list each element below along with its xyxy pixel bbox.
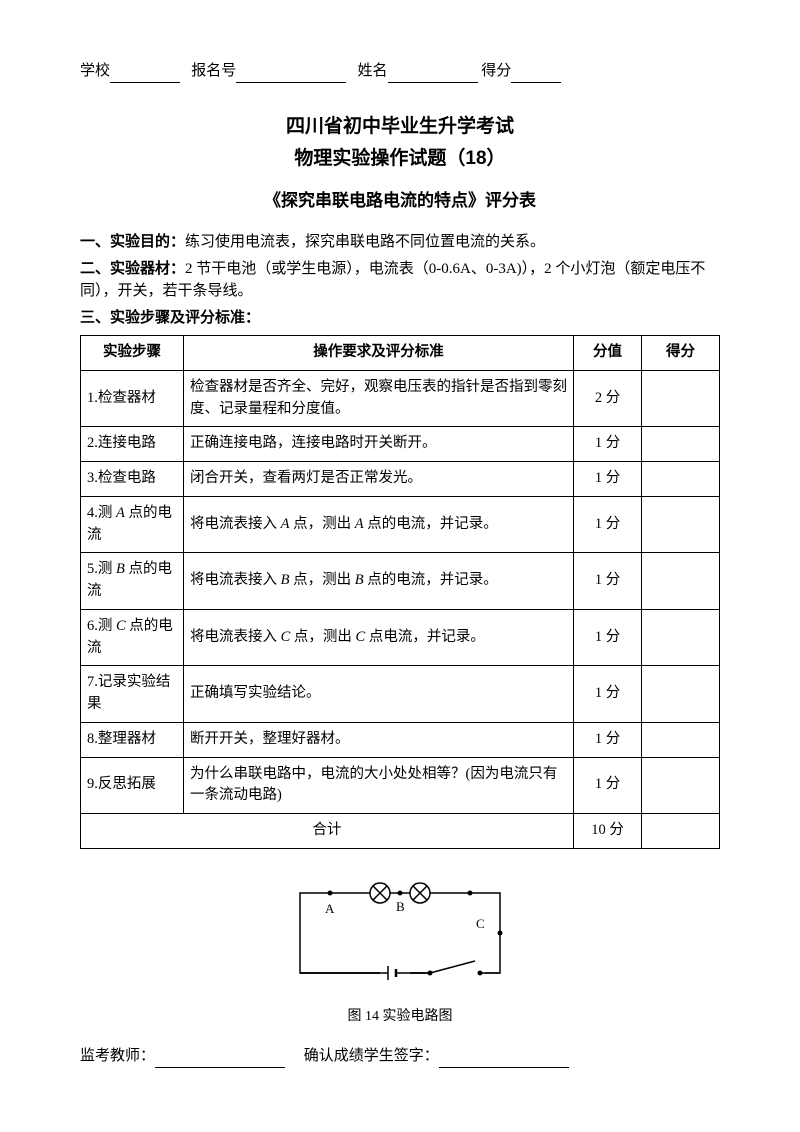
cell-desc: 正确填写实验结论。 <box>184 666 574 723</box>
cell-pts: 1 分 <box>574 609 642 666</box>
circuit-label-a: A <box>325 901 335 916</box>
footer-signatures: 监考教师： 确认成绩学生签字： <box>80 1045 720 1068</box>
cell-desc: 将电流表接入 C 点，测出 C 点电流，并记录。 <box>184 609 574 666</box>
cell-desc: 将电流表接入 B 点，测出 B 点的电流，并记录。 <box>184 553 574 610</box>
label-school: 学校 <box>80 63 110 79</box>
cell-pts: 1 分 <box>574 496 642 553</box>
sec1-label: 一、实验目的： <box>80 233 185 250</box>
cell-total-label: 合计 <box>81 814 574 849</box>
table-row: 7.记录实验结果正确填写实验结论。1 分 <box>81 666 720 723</box>
label-confirm: 确认成绩学生签字： <box>304 1048 439 1064</box>
th-step: 实验步骤 <box>81 336 184 371</box>
cell-total-pts: 10 分 <box>574 814 642 849</box>
cell-score[interactable] <box>642 427 720 462</box>
cell-score[interactable] <box>642 462 720 497</box>
label-name: 姓名 <box>358 63 388 79</box>
section-equipment: 二、实验器材：2 节干电池（或学生电源），电流表（0-0.6A、0-3A)），2… <box>80 258 720 303</box>
cell-desc: 闭合开关，查看两灯是否正常发光。 <box>184 462 574 497</box>
cell-step: 6.测 C 点的电流 <box>81 609 184 666</box>
table-row: 4.测 A 点的电流将电流表接入 A 点，测出 A 点的电流，并记录。1 分 <box>81 496 720 553</box>
th-desc: 操作要求及评分标准 <box>184 336 574 371</box>
cell-pts: 1 分 <box>574 666 642 723</box>
blank-score[interactable] <box>511 66 561 83</box>
cell-score[interactable] <box>642 757 720 814</box>
table-row: 8.整理器材断开开关，整理好器材。1 分 <box>81 722 720 757</box>
sec1-text: 练习使用电流表，探究串联电路不同位置电流的关系。 <box>185 234 545 250</box>
cell-desc: 检查器材是否齐全、完好，观察电压表的指针是否指到零刻度、记录量程和分度值。 <box>184 370 574 427</box>
blank-confirm[interactable] <box>439 1051 569 1068</box>
th-score: 得分 <box>642 336 720 371</box>
blank-reg[interactable] <box>236 66 346 83</box>
table-row: 6.测 C 点的电流将电流表接入 C 点，测出 C 点电流，并记录。1 分 <box>81 609 720 666</box>
sec3-label: 三、实验步骤及评分标准： <box>80 309 260 326</box>
cell-step: 1.检查器材 <box>81 370 184 427</box>
blank-proctor[interactable] <box>155 1051 285 1068</box>
cell-pts: 1 分 <box>574 722 642 757</box>
label-proctor: 监考教师： <box>80 1048 155 1064</box>
cell-pts: 1 分 <box>574 553 642 610</box>
cell-score[interactable] <box>642 609 720 666</box>
cell-step: 3.检查电路 <box>81 462 184 497</box>
subtitle: 《探究串联电路电流的特点》评分表 <box>80 188 720 214</box>
cell-score[interactable] <box>642 496 720 553</box>
sec2-label: 二、实验器材： <box>80 260 185 277</box>
cell-score[interactable] <box>642 722 720 757</box>
cell-desc: 正确连接电路，连接电路时开关断开。 <box>184 427 574 462</box>
cell-desc: 为什么串联电路中，电流的大小处处相等？(因为电流只有一条流动电路) <box>184 757 574 814</box>
cell-pts: 2 分 <box>574 370 642 427</box>
table-row: 5.测 B 点的电流将电流表接入 B 点，测出 B 点的电流，并记录。1 分 <box>81 553 720 610</box>
cell-score[interactable] <box>642 666 720 723</box>
cell-step: 9.反思拓展 <box>81 757 184 814</box>
table-row: 3.检查电路闭合开关，查看两灯是否正常发光。1 分 <box>81 462 720 497</box>
cell-step: 4.测 A 点的电流 <box>81 496 184 553</box>
header-fields: 学校 报名号 姓名 得分 <box>80 60 720 83</box>
cell-score[interactable] <box>642 553 720 610</box>
cell-desc: 将电流表接入 A 点，测出 A 点的电流，并记录。 <box>184 496 574 553</box>
label-reg: 报名号 <box>191 63 236 79</box>
cell-pts: 1 分 <box>574 427 642 462</box>
section-purpose: 一、实验目的：练习使用电流表，探究串联电路不同位置电流的关系。 <box>80 231 720 254</box>
title-line2: 物理实验操作试题（18） <box>80 145 720 174</box>
section-steps: 三、实验步骤及评分标准： <box>80 307 720 330</box>
cell-step: 8.整理器材 <box>81 722 184 757</box>
title-line1: 四川省初中毕业生升学考试 <box>80 113 720 142</box>
cell-score[interactable] <box>642 370 720 427</box>
label-score: 得分 <box>481 63 511 79</box>
cell-desc: 断开开关，整理好器材。 <box>184 722 574 757</box>
cell-total-score[interactable] <box>642 814 720 849</box>
table-row: 9.反思拓展为什么串联电路中，电流的大小处处相等？(因为电流只有一条流动电路)1… <box>81 757 720 814</box>
table-row: 1.检查器材检查器材是否齐全、完好，观察电压表的指针是否指到零刻度、记录量程和分… <box>81 370 720 427</box>
th-pts: 分值 <box>574 336 642 371</box>
scoring-table: 实验步骤 操作要求及评分标准 分值 得分 1.检查器材检查器材是否齐全、完好，观… <box>80 335 720 849</box>
circuit-diagram: A B C 图 14 实验电路图 <box>80 873 720 1028</box>
circuit-caption: 图 14 实验电路图 <box>80 1006 720 1027</box>
blank-name[interactable] <box>388 66 478 83</box>
cell-pts: 1 分 <box>574 757 642 814</box>
circuit-label-c: C <box>476 916 485 931</box>
table-total-row: 合计10 分 <box>81 814 720 849</box>
cell-step: 5.测 B 点的电流 <box>81 553 184 610</box>
circuit-label-b: B <box>396 899 405 914</box>
blank-school[interactable] <box>110 66 180 83</box>
cell-pts: 1 分 <box>574 462 642 497</box>
cell-step: 7.记录实验结果 <box>81 666 184 723</box>
table-row: 2.连接电路正确连接电路，连接电路时开关断开。1 分 <box>81 427 720 462</box>
cell-step: 2.连接电路 <box>81 427 184 462</box>
